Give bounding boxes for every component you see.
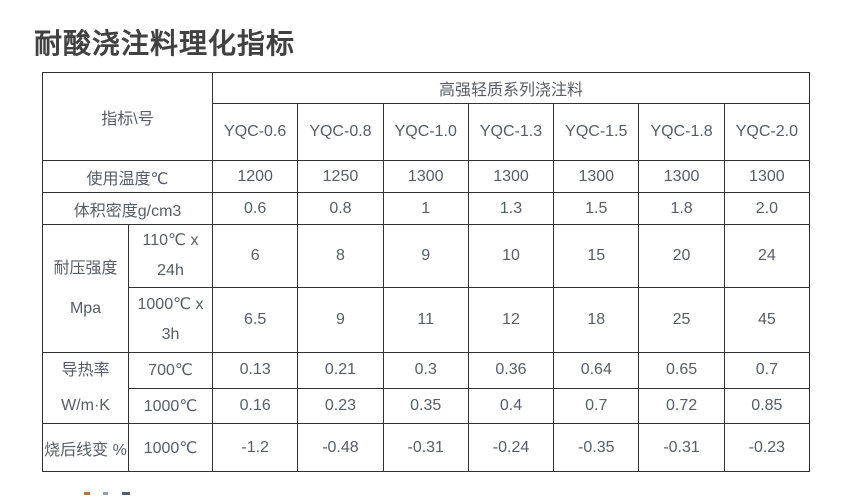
value-cell: 0.23	[297, 387, 384, 424]
value-cell: 45	[723, 287, 811, 353]
value-cell: -0.35	[553, 423, 640, 472]
model-header: YQC-2.0	[723, 103, 811, 161]
model-header: YQC-0.6	[212, 103, 299, 161]
value-cell: 9	[382, 224, 469, 288]
condition-cell: 1000℃ x 3h	[127, 287, 214, 353]
condition-line1: 1000℃ x	[137, 296, 204, 313]
value-cell: 2.0	[723, 192, 811, 225]
condition-cell: 110℃ x 24h	[127, 224, 214, 288]
value-cell: -0.24	[467, 423, 555, 472]
strength-label-line1: 耐压强度	[53, 259, 118, 277]
header-row-models: YQC-0.6 YQC-0.8 YQC-1.0 YQC-1.3 YQC-1.5 …	[43, 103, 811, 161]
value-cell: 1.3	[467, 192, 555, 225]
table-row-density: 体积密度g/cm3 0.6 0.8 1 1.3 1.5 1.8 2.0	[41, 192, 811, 225]
row-label: 烧后线变 %	[42, 423, 129, 472]
corner-cell: 指标\号	[41, 72, 214, 161]
thermal-label-line1: 导热率	[61, 362, 110, 379]
value-cell: 0.21	[297, 352, 384, 389]
model-header: YQC-1.8	[638, 103, 725, 161]
clipped-glyph-mark	[84, 492, 90, 495]
value-cell: -0.48	[297, 423, 384, 472]
value-cell: -0.31	[382, 423, 469, 472]
clipped-glyph-mark	[103, 492, 109, 495]
value-cell: 9	[297, 287, 384, 353]
value-cell: 0.65	[638, 352, 725, 389]
table-row-strength-1000: 1000℃ x 3h 6.5 9 11 12 18 25 45	[43, 287, 811, 353]
spec-table: 指标\号 高强轻质系列浇注料 YQC-0.6 YQC-0.8 YQC-1.0 Y…	[41, 72, 811, 472]
value-cell: 1300	[467, 160, 555, 193]
value-cell: 8	[297, 224, 384, 288]
value-cell: 10	[467, 224, 555, 288]
value-cell: 1300	[553, 160, 640, 193]
value-cell: 0.7	[553, 387, 640, 424]
condition-cell: 1000℃	[127, 423, 214, 472]
row-label: 使用温度℃	[41, 160, 214, 193]
value-cell: 1300	[382, 160, 469, 193]
table-row-shrinkage: 烧后线变 % 1000℃ -1.2 -0.48 -0.31 -0.24 -0.3…	[42, 423, 811, 472]
value-cell: 0.4	[467, 387, 555, 424]
table-row-strength-110: 耐压强度 Mpa 110℃ x 24h 6 8 9 10 15 20 24	[42, 224, 811, 353]
clipped-glyph-mark	[121, 492, 130, 495]
value-cell: 1.5	[553, 192, 640, 225]
condition-cell: 700℃	[127, 352, 214, 389]
page-title: 耐酸浇注料理化指标	[34, 28, 296, 59]
table-row-thermal-700: 导热率 W/m·K 700℃ 0.13 0.21 0.3 0.36 0.64 0…	[42, 352, 811, 424]
value-cell: 1250	[297, 160, 384, 193]
condition-line2: 3h	[161, 326, 180, 343]
strength-label-line2: Mpa	[69, 299, 102, 317]
value-cell: 1300	[638, 160, 725, 193]
value-cell: 6	[212, 224, 299, 288]
clipped-text-fragment	[84, 492, 139, 498]
value-cell: 24	[723, 224, 811, 288]
value-cell: 6.5	[212, 287, 299, 353]
value-cell: 1.8	[638, 192, 725, 225]
value-cell: 0.35	[382, 387, 469, 424]
value-cell: 0.72	[638, 387, 725, 424]
row-group-label-strength: 耐压强度 Mpa	[42, 224, 129, 353]
table-row-thermal-1000: 1000℃ 0.16 0.23 0.35 0.4 0.7 0.72 0.85	[43, 387, 811, 424]
row-label: 体积密度g/cm3	[41, 192, 214, 225]
value-cell: 18	[553, 287, 640, 353]
model-header: YQC-1.5	[553, 103, 640, 161]
value-cell: 0.6	[212, 192, 299, 225]
value-cell: -1.2	[212, 423, 299, 472]
value-cell: 11	[382, 287, 469, 353]
header-row-series: 指标\号 高强轻质系列浇注料	[41, 72, 810, 161]
value-cell: 20	[638, 224, 725, 288]
value-cell: 1300	[723, 160, 811, 193]
value-cell: 0.16	[212, 387, 299, 424]
value-cell: 0.13	[212, 352, 299, 389]
thermal-label-line2: W/m·K	[61, 397, 110, 414]
value-cell: 15	[553, 224, 640, 288]
value-cell: 25	[638, 287, 725, 353]
value-cell: -0.23	[723, 423, 811, 472]
series-header-cell: 高强轻质系列浇注料	[212, 72, 810, 104]
value-cell: 0.36	[467, 352, 555, 389]
model-header: YQC-1.3	[467, 103, 555, 161]
model-header: YQC-0.8	[297, 103, 384, 161]
table-row-temperature: 使用温度℃ 1200 1250 1300 1300 1300 1300 1300	[41, 160, 811, 193]
value-cell: 1200	[212, 160, 299, 193]
value-cell: 0.85	[723, 387, 811, 424]
value-cell: -0.31	[638, 423, 725, 472]
value-cell: 0.3	[382, 352, 469, 389]
model-header: YQC-1.0	[382, 103, 469, 161]
value-cell: 12	[467, 287, 555, 353]
value-cell: 0.8	[297, 192, 384, 225]
condition-line1: 110℃ x	[142, 232, 199, 249]
value-cell: 0.7	[723, 352, 811, 389]
row-group-label-thermal: 导热率 W/m·K	[42, 352, 129, 424]
value-cell: 1	[382, 192, 469, 225]
condition-cell: 1000℃	[127, 387, 214, 424]
condition-line2: 24h	[157, 262, 184, 279]
value-cell: 0.64	[553, 352, 640, 389]
